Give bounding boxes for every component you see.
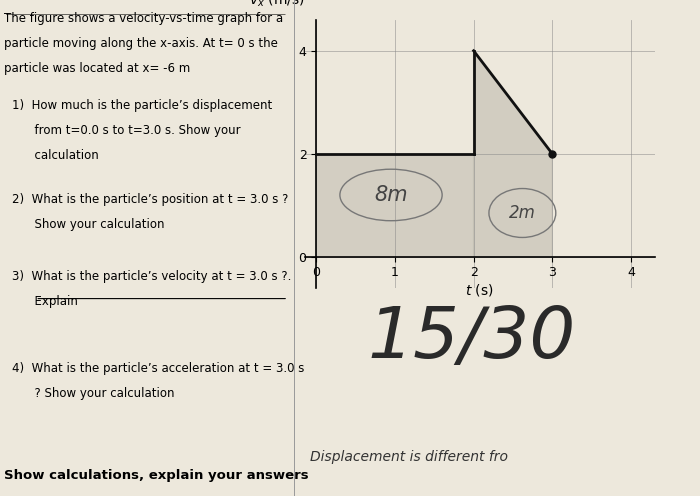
Text: The figure shows a velocity-vs-time graph for a: The figure shows a velocity-vs-time grap… [4,12,283,25]
Text: 4)  What is the particle’s acceleration at t = 3.0 s: 4) What is the particle’s acceleration a… [12,362,304,375]
Bar [316,154,474,257]
Text: calculation: calculation [12,149,99,162]
Text: 3)  What is the particle’s velocity at t = 3.0 s ?.: 3) What is the particle’s velocity at t … [12,270,291,283]
Y-axis label: $v_x$ (m/s): $v_x$ (m/s) [248,0,304,9]
Text: Show your calculation: Show your calculation [12,218,164,231]
Text: Displacement is different fro: Displacement is different fro [310,450,508,464]
Text: from t=0.0 s to t=3.0 s. Show your: from t=0.0 s to t=3.0 s. Show your [12,124,240,137]
Text: Explain: Explain [12,295,78,308]
Text: 2m: 2m [509,204,536,222]
Text: ? Show your calculation: ? Show your calculation [12,387,174,400]
Text: Show calculations, explain your answers: Show calculations, explain your answers [4,469,308,482]
Text: particle moving along the x-axis. At t= 0 s the: particle moving along the x-axis. At t= … [4,37,277,50]
Text: particle was located at x= -6 m: particle was located at x= -6 m [4,62,190,75]
Text: 2)  What is the particle’s position at t = 3.0 s ?: 2) What is the particle’s position at t … [12,193,288,206]
Text: 8m: 8m [374,185,408,205]
Text: 1)  How much is the particle’s displacement: 1) How much is the particle’s displaceme… [12,99,272,112]
X-axis label: $t$ (s): $t$ (s) [466,282,493,298]
Polygon shape [474,51,552,257]
Text: 15/30: 15/30 [367,305,575,373]
